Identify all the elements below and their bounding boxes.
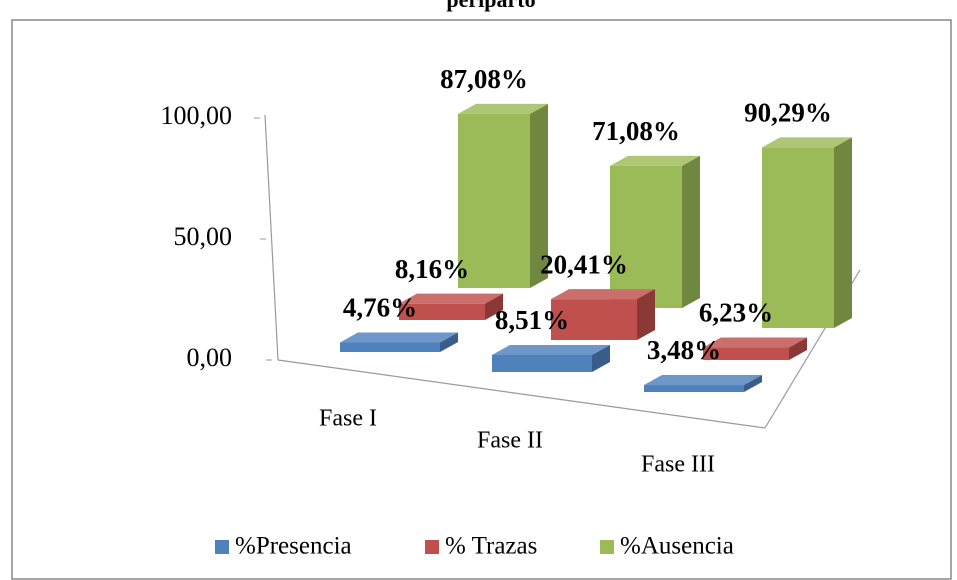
bar-side-shade <box>592 344 610 372</box>
bar-top-shade <box>458 103 548 114</box>
bar <box>399 303 485 320</box>
bar-3d <box>762 137 852 328</box>
data-label: 87,08% <box>440 64 528 94</box>
bar-3d <box>340 332 458 352</box>
bar-top-shade <box>399 293 503 304</box>
bar <box>703 347 789 360</box>
bar-side <box>485 293 503 320</box>
x-tick-label: Fase I <box>319 406 377 432</box>
legend-swatch <box>600 540 614 554</box>
bar-3d <box>610 155 700 308</box>
legend-swatch <box>425 540 439 554</box>
y-tick-label: 50,00 <box>174 222 233 251</box>
bar-top-shade <box>762 137 852 148</box>
bar-side-shade <box>744 375 762 392</box>
bar <box>762 147 834 328</box>
bar-top <box>762 137 852 148</box>
bar-side-shade <box>789 337 807 360</box>
bar-top <box>492 344 610 355</box>
bar-top-shade <box>703 337 807 348</box>
bar-side <box>682 155 700 308</box>
bar-3d <box>551 289 655 340</box>
chart-title: periparto <box>446 0 535 12</box>
legend-swatch <box>215 540 229 554</box>
bar <box>610 165 682 308</box>
bar-side-shade <box>485 293 503 320</box>
bar-3d <box>644 375 762 392</box>
bar-side-shade <box>530 103 548 288</box>
bar <box>340 342 440 352</box>
bar-3d <box>703 337 807 360</box>
data-label: 4,76% <box>343 293 417 323</box>
bar-top-shade <box>492 344 610 355</box>
bar-side <box>744 375 762 392</box>
data-label: 8,16% <box>395 254 469 284</box>
legend-label: %Ausencia <box>620 533 734 560</box>
data-label: 71,08% <box>592 116 680 146</box>
y-tick-label: 0,00 <box>187 343 233 372</box>
bar-top-shade <box>551 289 655 300</box>
bar-top-shade <box>340 332 458 343</box>
bar-top <box>458 103 548 114</box>
data-label: 6,23% <box>699 298 773 328</box>
bar <box>458 113 530 288</box>
bar-side-shade <box>834 137 852 328</box>
data-label: 20,41% <box>540 249 628 279</box>
bar-top <box>399 293 503 304</box>
bar <box>492 354 592 372</box>
bar-3d <box>458 103 548 288</box>
bar <box>644 385 744 392</box>
bar-side <box>530 103 548 288</box>
bar-top-shade <box>644 375 762 386</box>
bar-top <box>551 289 655 300</box>
data-label: 3,48% <box>647 335 721 365</box>
bar-3d <box>492 344 610 372</box>
bar-side <box>834 137 852 328</box>
bar-side <box>592 344 610 372</box>
legend-label: % Trazas <box>445 533 537 560</box>
bar-side-shade <box>682 155 700 308</box>
bar-top <box>340 332 458 343</box>
bar-side <box>440 332 458 352</box>
bar-top <box>610 155 700 166</box>
legend-label: %Presencia <box>235 533 352 560</box>
x-tick-label: Fase III <box>641 452 715 478</box>
bar-side-shade <box>440 332 458 352</box>
bar-top <box>703 337 807 348</box>
data-label: 90,29% <box>744 98 832 128</box>
bar-side-shade <box>637 289 655 340</box>
bar-side <box>789 337 807 360</box>
bar-3d <box>399 293 503 320</box>
bar-side <box>637 289 655 340</box>
x-tick-label: Fase II <box>477 428 543 454</box>
bar-top-shade <box>610 155 700 166</box>
y-tick-label: 100,00 <box>161 101 233 130</box>
data-label: 8,51% <box>495 305 569 335</box>
bar-top <box>644 375 762 386</box>
bar <box>551 299 637 340</box>
